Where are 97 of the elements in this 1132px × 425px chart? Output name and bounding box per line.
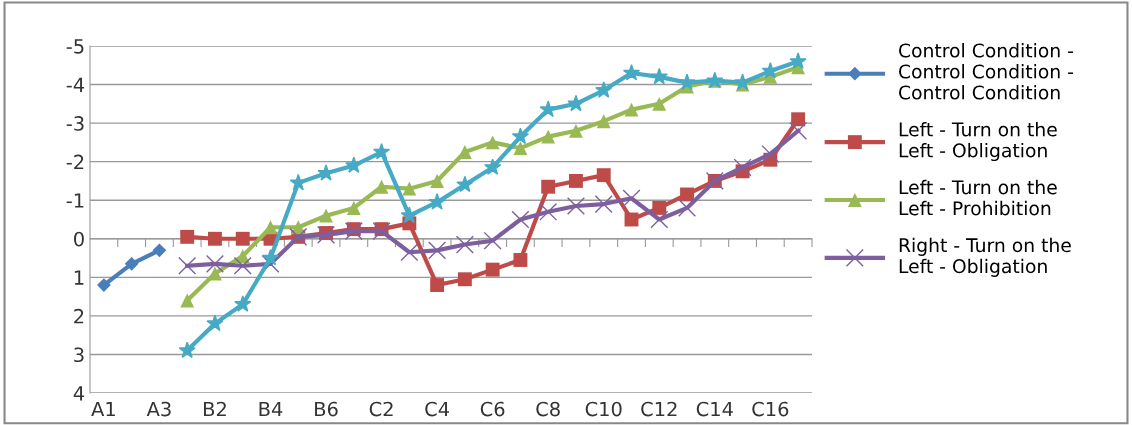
x-tick-label: C4 bbox=[425, 401, 449, 417]
point bbox=[372, 222, 391, 241]
y-tick-label: -1 bbox=[66, 193, 84, 208]
point bbox=[511, 210, 530, 229]
point bbox=[457, 272, 472, 287]
point bbox=[652, 200, 667, 215]
point bbox=[402, 181, 417, 196]
point bbox=[513, 253, 528, 267]
point bbox=[97, 278, 111, 292]
point bbox=[430, 174, 445, 188]
point bbox=[652, 96, 667, 111]
point bbox=[346, 200, 361, 215]
y-tick-label: -2 bbox=[66, 154, 84, 170]
legend-label: Right - Turn on the Left - Obligation bbox=[899, 237, 1071, 277]
x-tick-label: B6 bbox=[315, 401, 338, 417]
point bbox=[484, 158, 502, 175]
point bbox=[678, 73, 696, 91]
point bbox=[513, 141, 528, 156]
x-tick-label: C12 bbox=[641, 401, 677, 417]
x-tick-label: C8 bbox=[536, 401, 560, 417]
y-tick-label: -3 bbox=[66, 116, 84, 131]
point bbox=[789, 121, 808, 140]
point bbox=[539, 100, 557, 118]
point bbox=[263, 220, 278, 235]
point bbox=[124, 256, 139, 271]
point bbox=[567, 94, 585, 112]
y-tick-label: 2 bbox=[74, 308, 84, 324]
x-tick-label: C6 bbox=[480, 401, 505, 417]
x-tick-label: A1 bbox=[91, 401, 115, 417]
point bbox=[430, 278, 445, 292]
point bbox=[208, 231, 222, 246]
x-tick-label: A3 bbox=[146, 401, 171, 417]
y-tick-label: -4 bbox=[66, 77, 85, 92]
y-tick-label: 3 bbox=[74, 347, 84, 363]
point bbox=[180, 229, 195, 244]
point bbox=[622, 63, 641, 81]
point bbox=[596, 168, 611, 183]
point bbox=[511, 127, 530, 145]
point bbox=[791, 112, 806, 127]
point bbox=[289, 173, 307, 191]
point bbox=[344, 222, 363, 241]
point bbox=[178, 341, 196, 359]
point bbox=[624, 102, 639, 117]
point bbox=[233, 256, 252, 275]
point bbox=[650, 67, 668, 85]
point bbox=[400, 243, 419, 262]
point bbox=[235, 231, 250, 246]
point bbox=[596, 114, 611, 129]
point bbox=[569, 123, 583, 138]
point bbox=[206, 314, 224, 332]
point bbox=[569, 174, 583, 188]
x-tick-label: C2 bbox=[369, 401, 393, 417]
point bbox=[541, 179, 556, 194]
point bbox=[208, 266, 222, 281]
point bbox=[374, 179, 389, 194]
point bbox=[234, 295, 252, 312]
x-tick-label: C14 bbox=[696, 401, 733, 417]
y-tick-label: 4 bbox=[73, 386, 85, 401]
point bbox=[733, 158, 752, 177]
x-tick-label: B2 bbox=[204, 401, 226, 417]
x-tick-label: C10 bbox=[585, 401, 622, 417]
x-tick-label: C16 bbox=[752, 401, 789, 417]
point bbox=[566, 196, 585, 216]
point bbox=[428, 193, 446, 210]
x-tick-label: B4 bbox=[259, 401, 283, 417]
point bbox=[541, 129, 556, 144]
point bbox=[761, 144, 780, 163]
point bbox=[372, 142, 391, 160]
point bbox=[485, 135, 500, 150]
point bbox=[319, 208, 333, 223]
point bbox=[539, 202, 558, 221]
point bbox=[594, 195, 613, 214]
point bbox=[622, 189, 641, 208]
point bbox=[152, 243, 167, 258]
point bbox=[205, 254, 224, 273]
y-tick-label: 0 bbox=[74, 231, 84, 247]
y-tick-label: 1 bbox=[74, 270, 84, 285]
legend-label: Left - Turn on the Left - Prohibition bbox=[899, 179, 1057, 216]
legend-label: Left - Turn on the Left - Obligation bbox=[899, 121, 1057, 162]
point bbox=[789, 52, 807, 69]
point bbox=[680, 187, 694, 202]
point bbox=[483, 231, 502, 250]
y-tick-label: -5 bbox=[66, 39, 84, 54]
point bbox=[455, 235, 474, 254]
point bbox=[456, 175, 474, 193]
point bbox=[428, 241, 447, 260]
point bbox=[485, 262, 500, 277]
point bbox=[180, 293, 195, 308]
point bbox=[400, 206, 418, 224]
point bbox=[178, 256, 197, 275]
point bbox=[678, 198, 697, 217]
point bbox=[650, 210, 669, 229]
point bbox=[595, 81, 613, 98]
point bbox=[345, 156, 363, 173]
legend-label: Control Condition - Control Condition - Control Condition bbox=[899, 43, 1073, 100]
point bbox=[317, 225, 336, 244]
point bbox=[261, 249, 280, 266]
